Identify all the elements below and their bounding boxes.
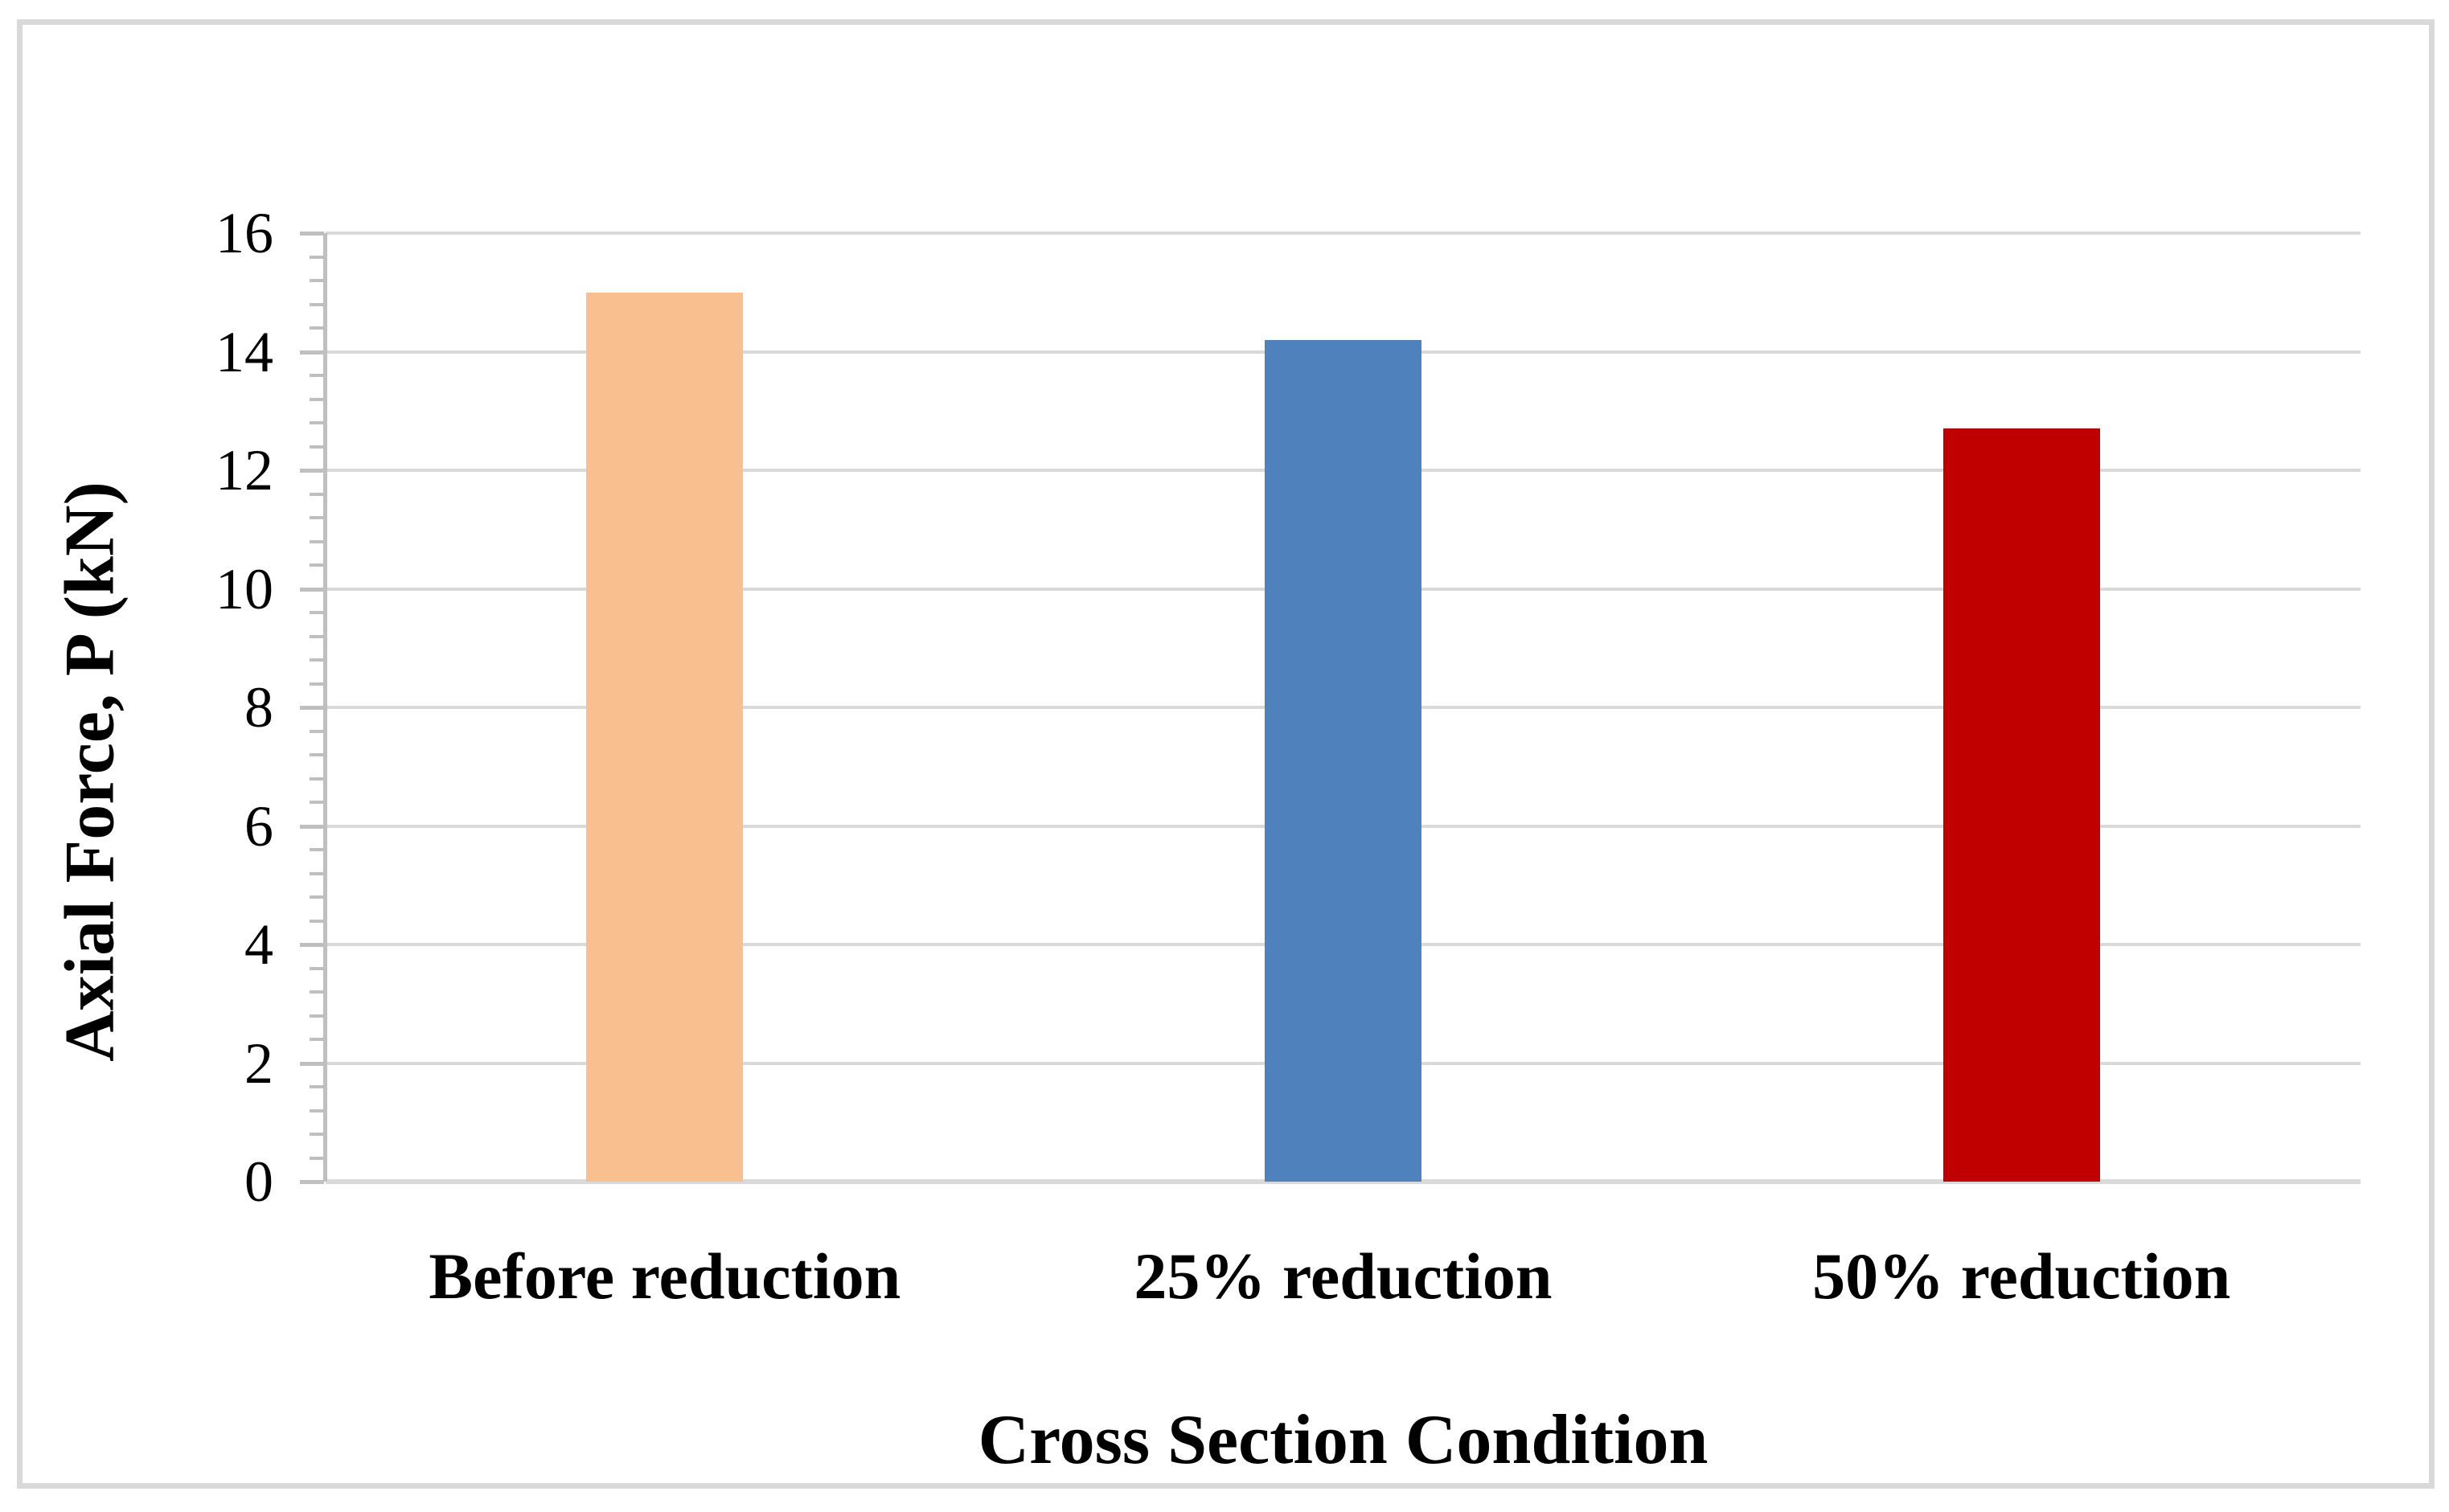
y-major-tick-0: [300, 1180, 324, 1184]
y-minor-tick: [310, 421, 324, 424]
y-major-tick-2: [300, 1061, 324, 1066]
bar-50-reduction: [1942, 428, 2100, 1182]
y-major-tick-6: [300, 824, 324, 829]
y-major-tick-16: [300, 232, 324, 236]
y-minor-tick: [310, 658, 324, 662]
y-minor-tick: [310, 1038, 324, 1041]
y-minor-tick: [310, 848, 324, 851]
figure-border: [17, 19, 2435, 1489]
gridline-y-16: [326, 232, 2361, 235]
y-tick-label-4: 4: [244, 912, 273, 977]
y-minor-tick: [310, 374, 324, 377]
y-minor-tick: [310, 563, 324, 567]
y-major-tick-14: [300, 350, 324, 354]
y-minor-tick: [310, 1133, 324, 1136]
y-minor-tick: [310, 279, 324, 282]
y-minor-tick: [310, 895, 324, 899]
y-tick-label-8: 8: [244, 675, 273, 740]
category-label-25-reduction: 25% reduction: [1134, 1240, 1553, 1313]
y-minor-tick: [310, 302, 324, 306]
y-minor-tick: [310, 255, 324, 259]
y-minor-tick: [310, 611, 324, 614]
y-minor-tick: [310, 326, 324, 330]
y-minor-tick: [310, 919, 324, 923]
y-major-tick-12: [300, 469, 324, 473]
y-minor-tick: [310, 753, 324, 756]
y-tick-label-0: 0: [244, 1149, 273, 1214]
y-minor-tick: [310, 516, 324, 519]
y-major-tick-10: [300, 587, 324, 592]
y-major-tick-4: [300, 943, 324, 947]
y-minor-tick: [310, 729, 324, 733]
y-minor-tick: [310, 871, 324, 875]
y-minor-tick: [310, 397, 324, 401]
y-minor-tick: [310, 492, 324, 496]
y-tick-label-12: 12: [215, 438, 273, 502]
y-tick-label-10: 10: [215, 556, 273, 621]
bar-before-reduction: [586, 292, 744, 1182]
y-axis-line: [323, 233, 327, 1182]
y-minor-tick: [310, 539, 324, 543]
y-major-tick-8: [300, 706, 324, 710]
x-axis-line: [326, 1179, 2361, 1184]
bar-25-reduction: [1265, 339, 1421, 1182]
y-minor-tick: [310, 966, 324, 970]
category-label-before-reduction: Before reduction: [429, 1240, 901, 1313]
y-minor-tick: [310, 776, 324, 781]
y-minor-tick: [310, 682, 324, 686]
y-minor-tick: [310, 801, 324, 804]
y-minor-tick: [310, 634, 324, 638]
y-minor-tick: [310, 990, 324, 994]
x-axis-title: Cross Section Condition: [978, 1401, 1709, 1479]
category-label-50-reduction: 50% reduction: [1812, 1240, 2231, 1313]
plot-area: [300, 232, 2361, 1184]
y-tick-label-6: 6: [244, 793, 273, 858]
y-minor-tick: [310, 1108, 324, 1112]
y-tick-label-16: 16: [215, 201, 273, 265]
y-minor-tick: [310, 1156, 324, 1160]
y-minor-tick: [310, 1085, 324, 1088]
y-minor-tick: [310, 445, 324, 449]
y-tick-label-2: 2: [244, 1031, 273, 1096]
y-tick-label-14: 14: [215, 319, 273, 384]
y-minor-tick: [310, 1014, 324, 1018]
